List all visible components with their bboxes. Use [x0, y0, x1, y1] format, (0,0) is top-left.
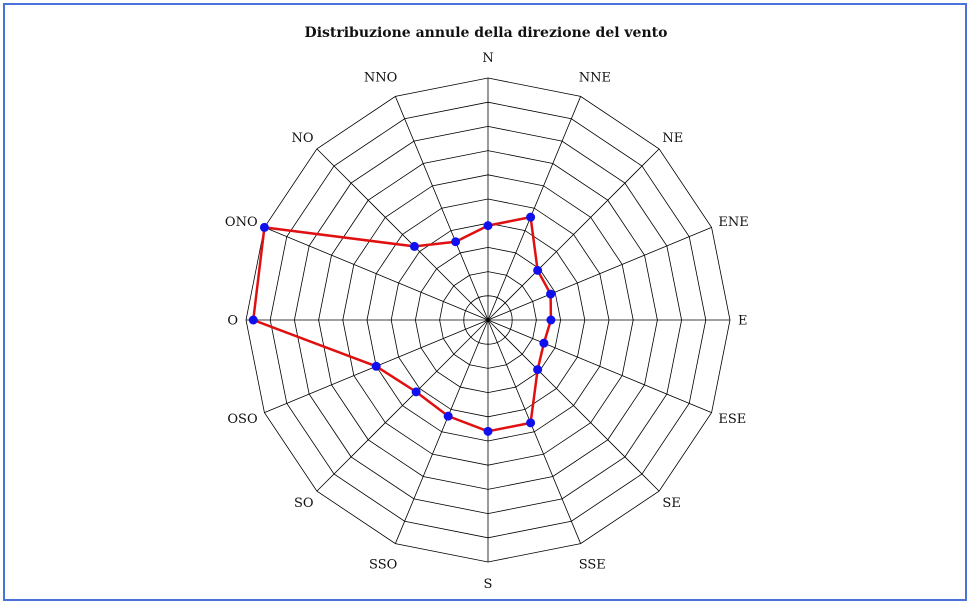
- series-layer: [248, 212, 556, 436]
- data-point-nno: [451, 237, 461, 247]
- spoke-ene: [487, 227, 712, 321]
- direction-label-sso: SSO: [369, 557, 397, 572]
- data-point-ene: [546, 289, 556, 299]
- direction-label-ne: NE: [662, 131, 683, 146]
- data-point-s: [483, 426, 493, 436]
- spoke-nne: [487, 96, 581, 321]
- direction-label-oso: OSO: [227, 412, 257, 427]
- direction-label-ene: ENE: [718, 215, 748, 230]
- data-point-no: [409, 241, 419, 251]
- data-point-ono: [259, 222, 269, 232]
- direction-label-ese: ESE: [718, 412, 746, 427]
- direction-label-so: SO: [294, 496, 314, 511]
- direction-label-s: S: [484, 577, 493, 592]
- data-point-se: [533, 365, 543, 375]
- direction-label-o: O: [227, 314, 238, 329]
- chart-title: Distribuzione annule della direzione del…: [305, 25, 668, 41]
- radar-grid: [245, 77, 731, 563]
- data-point-ese: [539, 338, 549, 348]
- data-point-so: [411, 387, 421, 397]
- spoke-sse: [487, 319, 581, 544]
- direction-label-n: N: [482, 51, 493, 66]
- direction-labels: N NNE NE ENE E ESE SE SSE S SSO SO OSO O ONO NO NNO: [225, 51, 749, 592]
- data-point-n: [483, 221, 493, 231]
- data-point-e: [546, 315, 556, 325]
- direction-label-nno: NNO: [364, 71, 397, 86]
- direction-label-sse: SSE: [579, 557, 606, 572]
- direction-label-no: NO: [292, 131, 314, 146]
- spoke-ese: [487, 319, 712, 413]
- data-point-oso: [371, 361, 381, 371]
- direction-label-nne: NNE: [579, 71, 611, 86]
- spoke-so: [316, 319, 489, 492]
- direction-label-e: E: [738, 314, 748, 329]
- data-point-sso: [443, 411, 453, 421]
- data-point-ne: [533, 265, 543, 275]
- spoke-ne: [487, 148, 660, 321]
- data-point-nne: [526, 212, 536, 222]
- spoke-se: [487, 319, 660, 492]
- spoke-sso: [395, 319, 489, 544]
- direction-label-ono: ONO: [225, 215, 258, 230]
- spoke-no: [316, 148, 489, 321]
- spoke-nno: [395, 96, 489, 321]
- data-point-o: [248, 315, 258, 325]
- spoke-ono: [264, 227, 489, 321]
- data-point-sse: [526, 418, 536, 428]
- series-line-0: [252, 215, 553, 433]
- direction-label-se: SE: [662, 496, 680, 511]
